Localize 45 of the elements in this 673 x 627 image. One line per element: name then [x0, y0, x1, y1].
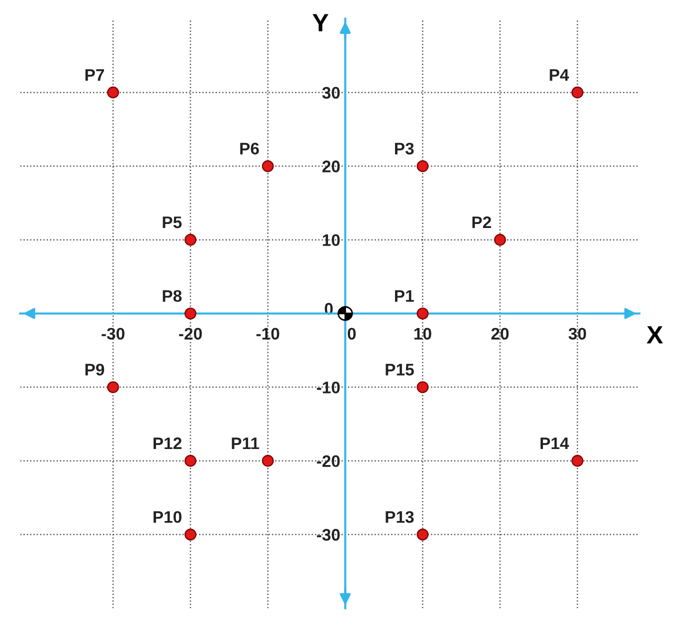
annotation: P15	[386, 364, 414, 376]
annotation: P14	[540, 438, 570, 450]
point	[184, 454, 196, 467]
y-tick-label: 30	[322, 86, 340, 99]
point	[572, 454, 584, 467]
point	[572, 86, 584, 98]
annotation: P11	[232, 438, 260, 450]
annotation: P10	[154, 511, 182, 523]
y-tick-label: 10	[322, 234, 340, 246]
y-tick-label: -20	[316, 455, 340, 468]
y-tick-label: 20	[322, 160, 340, 172]
point	[416, 160, 429, 172]
annotation: P9	[85, 364, 104, 376]
x-tick-label: -10	[256, 328, 280, 340]
annotation: P7	[85, 69, 104, 81]
point	[262, 454, 274, 467]
x-tick-label: -30	[102, 328, 124, 340]
annotation: P8	[162, 290, 182, 302]
annotation: P2	[472, 216, 492, 228]
point	[262, 160, 274, 172]
y-axis-title: Y	[312, 14, 328, 32]
annotation: P12	[154, 437, 182, 450]
point	[416, 528, 429, 540]
point	[107, 86, 119, 98]
annotation: P3	[395, 142, 414, 155]
point	[107, 381, 119, 394]
annotation: P1	[395, 290, 414, 302]
y-tick-label: -10	[316, 382, 340, 394]
x-axis-title: X	[646, 326, 663, 344]
point	[184, 528, 196, 540]
point	[416, 381, 429, 394]
x-tick-label: 20	[491, 328, 509, 340]
annotation: P4	[550, 69, 570, 81]
point	[416, 308, 429, 320]
x-tick-label: 0	[348, 328, 356, 340]
x-tick-label: 10	[414, 328, 432, 340]
annotation: P13	[386, 511, 414, 523]
point	[184, 234, 196, 246]
point	[184, 308, 196, 320]
annotation: P6	[240, 142, 259, 155]
x-tick-label: 30	[568, 328, 586, 340]
x-tick-label: -20	[179, 328, 202, 340]
annotation: P5	[162, 216, 182, 228]
y-tick-label: -30	[316, 528, 340, 541]
point	[494, 234, 506, 246]
